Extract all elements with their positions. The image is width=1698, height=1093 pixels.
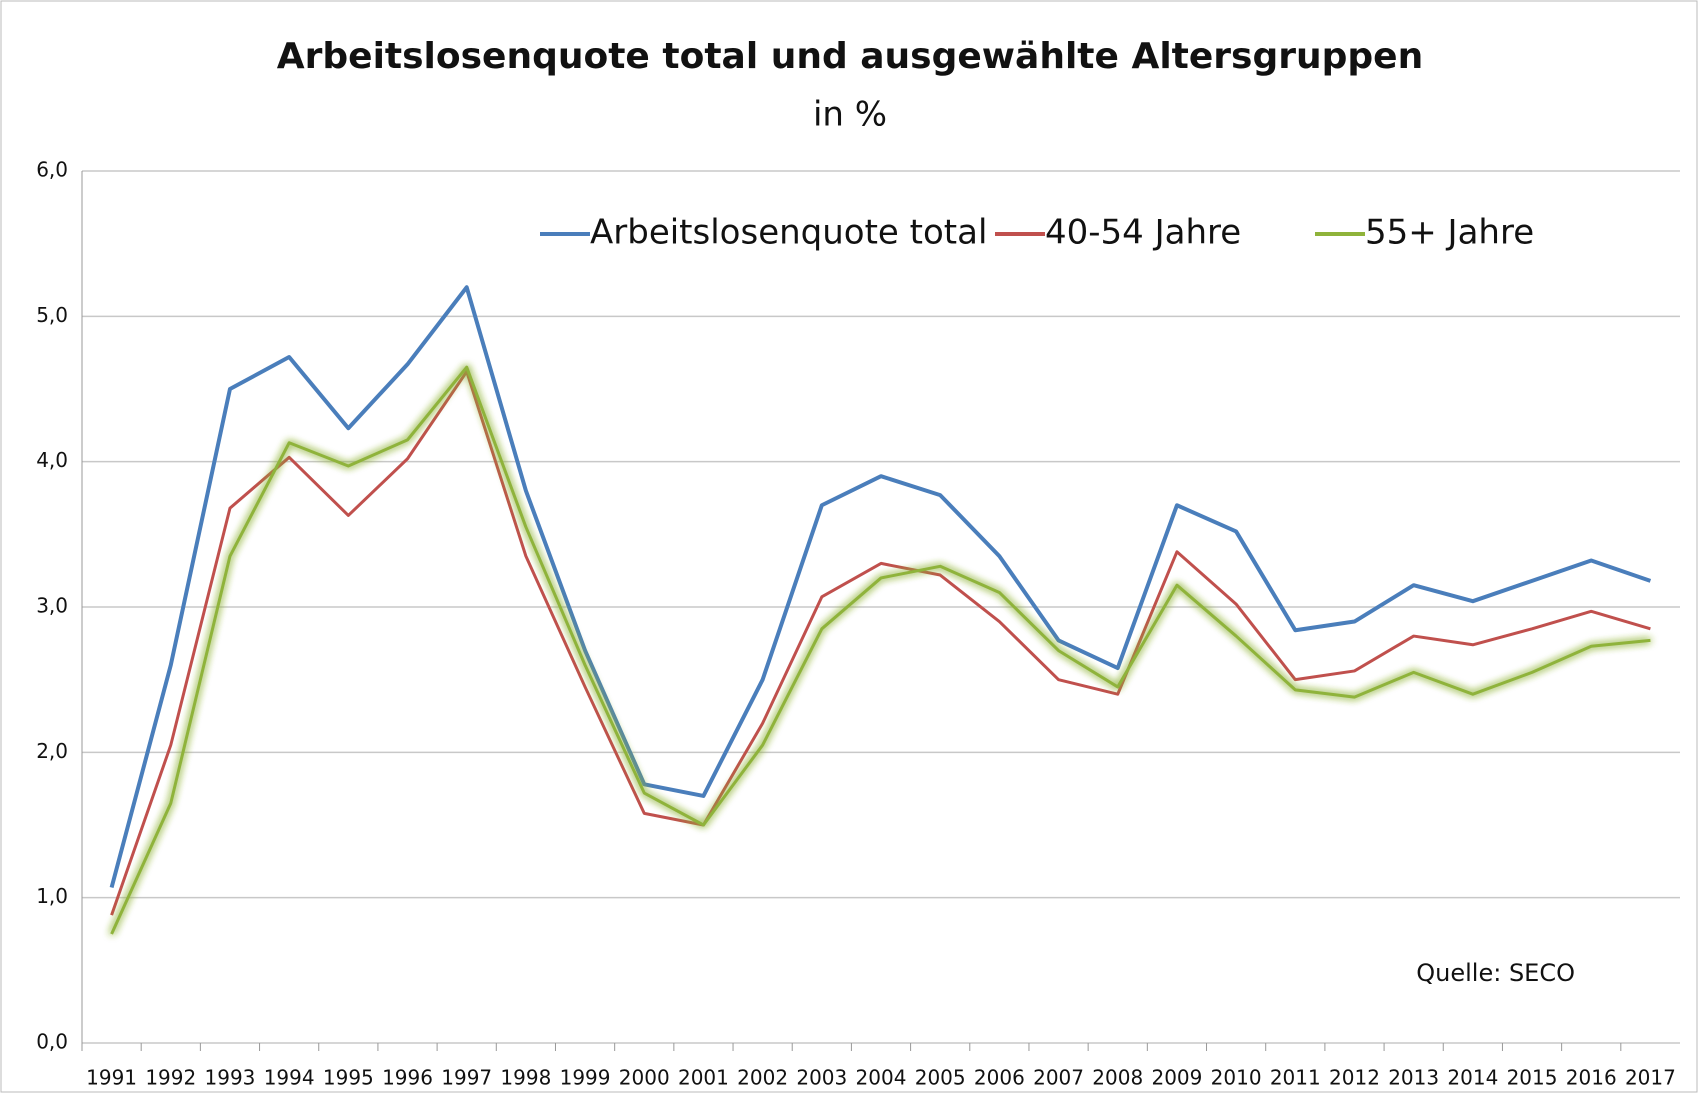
y-tick-label: 5,0 — [36, 303, 68, 327]
x-tick-label: 2017 — [1625, 1066, 1676, 1090]
x-tick-label: 2003 — [796, 1066, 847, 1090]
x-tick-label: 2004 — [856, 1066, 907, 1090]
x-tick-label: 1992 — [145, 1066, 196, 1090]
x-tick-label: 2014 — [1447, 1066, 1498, 1090]
y-tick-label: 0,0 — [36, 1030, 68, 1054]
legend-label: 40-54 Jahre — [1045, 213, 1241, 253]
x-tick-label: 2000 — [619, 1066, 670, 1090]
legend-label: 55+ Jahre — [1365, 213, 1534, 253]
x-tick-label: 2009 — [1151, 1066, 1202, 1090]
chart-title: Arbeitslosenquote total und ausgewählte … — [277, 36, 1423, 77]
y-tick-label: 3,0 — [36, 594, 68, 618]
y-tick-label: 1,0 — [36, 884, 68, 908]
y-tick-label: 6,0 — [36, 158, 68, 182]
x-tick-label: 2015 — [1507, 1066, 1558, 1090]
x-tick-label: 1995 — [323, 1066, 374, 1090]
x-tick-label: 2012 — [1329, 1066, 1380, 1090]
x-tick-label: 2016 — [1566, 1066, 1617, 1090]
legend-label: Arbeitslosenquote total — [590, 213, 987, 253]
x-tick-label: 2010 — [1211, 1066, 1262, 1090]
x-tick-label: 2013 — [1388, 1066, 1439, 1090]
x-tick-label: 1994 — [264, 1066, 315, 1090]
x-tick-label: 1993 — [205, 1066, 256, 1090]
x-tick-label: 1996 — [382, 1066, 433, 1090]
y-tick-label: 2,0 — [36, 739, 68, 763]
x-tick-label: 2005 — [915, 1066, 966, 1090]
x-tick-label: 1997 — [441, 1066, 492, 1090]
x-tick-label: 1999 — [560, 1066, 611, 1090]
series-line — [109, 285, 1652, 889]
x-tick-label: 2002 — [737, 1066, 788, 1090]
chart-subtitle: in % — [813, 95, 887, 135]
x-tick-label: 1991 — [86, 1066, 137, 1090]
series-line — [110, 365, 1651, 935]
x-tick-label: 2011 — [1270, 1066, 1321, 1090]
x-tick-label: 2008 — [1092, 1066, 1143, 1090]
x-tick-label: 2006 — [974, 1066, 1025, 1090]
source-note: Quelle: SECO — [1416, 959, 1575, 987]
x-tick-label: 2001 — [678, 1066, 729, 1090]
y-tick-label: 4,0 — [36, 448, 68, 472]
x-tick-label: 2007 — [1033, 1066, 1084, 1090]
series-line — [110, 370, 1651, 916]
x-tick-label: 1998 — [500, 1066, 551, 1090]
